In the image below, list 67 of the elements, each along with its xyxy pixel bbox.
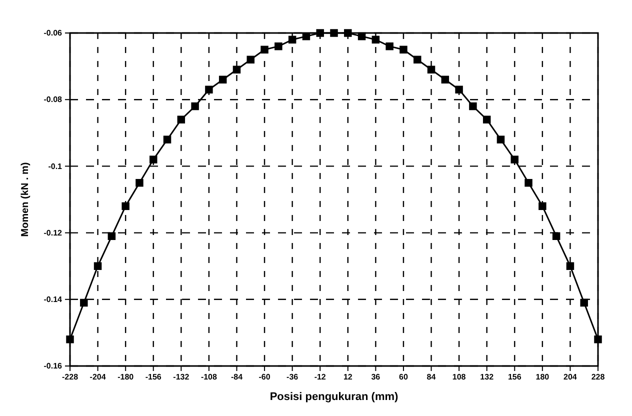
point: [455, 86, 463, 94]
point: [163, 136, 172, 144]
point: [552, 232, 560, 240]
y-tick-label: -0.1: [48, 162, 63, 171]
point: [274, 42, 282, 50]
point: [288, 36, 296, 44]
x-tick-label: 156: [508, 372, 522, 382]
y-tick-label: -0.14: [44, 294, 63, 304]
point: [122, 202, 130, 210]
point: [246, 56, 255, 64]
point: [66, 335, 74, 344]
point: [524, 178, 532, 187]
x-tick-label: -12: [314, 372, 326, 382]
point: [177, 116, 186, 124]
point: [260, 46, 268, 54]
y-tick-label: -0.12: [44, 228, 63, 238]
point: [80, 298, 88, 307]
point: [358, 32, 366, 40]
x-tick-label: 12: [343, 372, 353, 382]
point: [94, 262, 102, 270]
x-tick-label: 108: [452, 372, 466, 382]
x-tick-label: -60: [258, 372, 271, 382]
point: [218, 76, 227, 84]
x-tick-label: -180: [118, 372, 134, 382]
point: [566, 262, 574, 270]
y-axis-title: Momen (kN . m): [20, 162, 31, 237]
point: [108, 232, 116, 240]
point: [482, 116, 491, 124]
x-tick-label: -204: [90, 372, 106, 382]
y-tick-label: -0.16: [44, 362, 63, 371]
x-tick-label: -36: [286, 372, 299, 382]
point: [400, 46, 408, 54]
x-tick-label: 60: [399, 372, 408, 382]
x-axis-title: Posisi pengukuran (mm): [270, 391, 399, 403]
point: [302, 32, 310, 40]
x-tick-label: 36: [371, 372, 381, 382]
point: [510, 156, 519, 164]
x-tick-label: 132: [480, 372, 494, 382]
point: [496, 136, 505, 144]
point: [594, 335, 602, 344]
point: [413, 56, 422, 64]
x-tick-label: -84: [230, 372, 244, 382]
point: [330, 29, 338, 37]
x-tick-label: -156: [145, 372, 162, 382]
x-tick-label: -228: [62, 372, 79, 382]
point: [427, 66, 436, 74]
y-tick-label: -0.06: [44, 28, 63, 38]
point: [441, 76, 450, 84]
point: [386, 42, 394, 50]
point: [205, 86, 213, 94]
point: [232, 66, 241, 74]
point: [136, 178, 144, 187]
x-tick-label: 228: [591, 372, 606, 382]
point: [191, 102, 199, 110]
x-tick-label: -108: [200, 372, 218, 382]
point: [316, 29, 324, 37]
point: [149, 156, 158, 164]
point: [538, 202, 546, 210]
point: [372, 36, 380, 44]
x-tick-label: -132: [173, 372, 190, 382]
x-tick-label: 84: [426, 372, 436, 382]
x-tick-label: 180: [536, 372, 550, 382]
x-tick-label: 204: [564, 372, 578, 382]
point: [469, 102, 477, 110]
point: [344, 29, 352, 37]
y-tick-label: -0.08: [44, 95, 63, 104]
point: [580, 298, 588, 307]
